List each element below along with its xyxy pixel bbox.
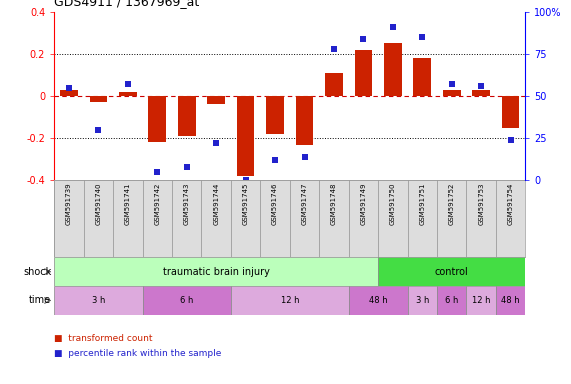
Bar xyxy=(437,180,467,257)
Text: GSM591747: GSM591747 xyxy=(301,183,308,225)
Text: GSM591743: GSM591743 xyxy=(184,183,190,225)
Bar xyxy=(202,180,231,257)
Text: ■  transformed count: ■ transformed count xyxy=(54,334,153,343)
Bar xyxy=(54,180,84,257)
Text: GSM591741: GSM591741 xyxy=(125,183,131,225)
Bar xyxy=(260,180,289,257)
Bar xyxy=(472,90,490,96)
Bar xyxy=(408,180,437,257)
Text: 48 h: 48 h xyxy=(501,296,520,305)
Text: 3 h: 3 h xyxy=(416,296,429,305)
Text: GSM591754: GSM591754 xyxy=(508,183,513,225)
Text: 12 h: 12 h xyxy=(280,296,299,305)
Bar xyxy=(467,180,496,257)
Text: 6 h: 6 h xyxy=(180,296,194,305)
Bar xyxy=(349,286,408,315)
Bar xyxy=(207,96,225,104)
Bar xyxy=(266,96,284,134)
Text: GSM591748: GSM591748 xyxy=(331,183,337,225)
Bar xyxy=(172,180,202,257)
Bar xyxy=(502,96,520,127)
Text: GSM591740: GSM591740 xyxy=(95,183,102,225)
Bar xyxy=(54,257,378,286)
Bar xyxy=(443,90,461,96)
Bar xyxy=(355,50,372,96)
Bar xyxy=(467,286,496,315)
Bar xyxy=(408,286,437,315)
Bar xyxy=(237,96,255,176)
Bar xyxy=(178,96,195,136)
Text: GSM591745: GSM591745 xyxy=(243,183,248,225)
Text: 12 h: 12 h xyxy=(472,296,490,305)
Bar xyxy=(378,257,525,286)
Text: GSM591753: GSM591753 xyxy=(478,183,484,225)
Text: 48 h: 48 h xyxy=(369,296,387,305)
Bar xyxy=(349,180,378,257)
Text: GSM591744: GSM591744 xyxy=(213,183,219,225)
Bar xyxy=(54,286,143,315)
Bar xyxy=(319,180,349,257)
Bar xyxy=(378,180,408,257)
Bar xyxy=(496,286,525,315)
Bar xyxy=(119,92,136,96)
Bar xyxy=(290,180,319,257)
Bar xyxy=(325,73,343,96)
Bar xyxy=(143,286,231,315)
Text: traumatic brain injury: traumatic brain injury xyxy=(163,266,270,277)
Bar xyxy=(496,180,525,257)
Text: 6 h: 6 h xyxy=(445,296,459,305)
Bar xyxy=(113,180,143,257)
Bar xyxy=(90,96,107,103)
Bar xyxy=(384,43,401,96)
Text: GSM591749: GSM591749 xyxy=(360,183,367,225)
Text: shock: shock xyxy=(23,266,51,277)
Text: time: time xyxy=(29,295,51,306)
Bar xyxy=(84,180,113,257)
Bar xyxy=(413,58,431,96)
Text: control: control xyxy=(435,266,469,277)
Text: GSM591746: GSM591746 xyxy=(272,183,278,225)
Text: GSM591739: GSM591739 xyxy=(66,183,72,225)
Bar xyxy=(231,180,260,257)
Text: GSM591752: GSM591752 xyxy=(449,183,455,225)
Bar xyxy=(296,96,313,145)
Bar xyxy=(148,96,166,142)
Text: GSM591750: GSM591750 xyxy=(390,183,396,225)
Bar xyxy=(60,90,78,96)
Text: ■  percentile rank within the sample: ■ percentile rank within the sample xyxy=(54,349,222,358)
Bar xyxy=(143,180,172,257)
Bar xyxy=(231,286,349,315)
Text: GDS4911 / 1367969_at: GDS4911 / 1367969_at xyxy=(54,0,199,8)
Text: GSM591742: GSM591742 xyxy=(154,183,160,225)
Bar xyxy=(437,286,467,315)
Text: GSM591751: GSM591751 xyxy=(419,183,425,225)
Text: 3 h: 3 h xyxy=(92,296,105,305)
